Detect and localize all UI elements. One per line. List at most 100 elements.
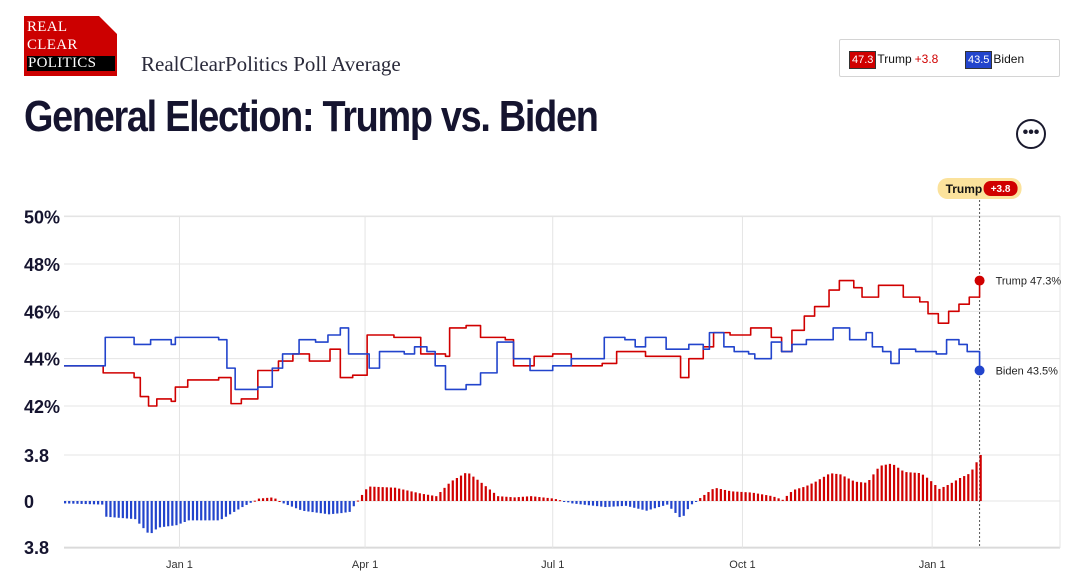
spread-bar xyxy=(414,492,417,501)
x-tick-label: Jan 1 xyxy=(919,559,946,571)
biden-value-badge: 43.5 xyxy=(964,51,993,69)
spread-bar xyxy=(678,501,681,518)
spread-bar xyxy=(406,490,409,501)
spread-bar xyxy=(311,501,314,513)
spread-bar xyxy=(439,492,442,501)
spread-bar xyxy=(274,498,277,501)
spread-bar xyxy=(699,498,702,501)
spread-bar xyxy=(608,501,611,507)
spread-bar xyxy=(604,501,607,508)
spread-bar xyxy=(282,501,285,504)
spread-bar xyxy=(171,501,174,526)
spread-bar xyxy=(187,501,190,521)
spread-bar xyxy=(942,486,945,501)
spread-bar xyxy=(777,498,780,501)
spread-bar xyxy=(208,501,211,521)
spread-bar xyxy=(195,501,199,521)
spread-bar xyxy=(587,501,590,506)
spread-bar xyxy=(653,501,656,509)
x-tick-label: Jan 1 xyxy=(166,559,193,571)
spread-bar xyxy=(175,501,178,526)
spread-bar xyxy=(946,485,949,501)
chart-gridlines xyxy=(64,200,1061,549)
spread-bar xyxy=(542,497,545,501)
spread-bar xyxy=(810,483,813,501)
spread-bar xyxy=(864,482,867,501)
spread-bar xyxy=(220,501,223,520)
spread-bar xyxy=(146,501,149,533)
spread-bar xyxy=(715,488,718,501)
leader-badge-name: Trump xyxy=(946,182,983,196)
spread-bar xyxy=(365,489,368,501)
trump-value-badge: 47.3 xyxy=(848,51,877,69)
spread-bar xyxy=(645,501,648,511)
spread-bar xyxy=(233,501,236,512)
spread-bar xyxy=(344,501,347,513)
trump-end-label: Trump 47.3% xyxy=(996,276,1062,288)
legend: 47.3 Trump +3.8 43.5 Biden xyxy=(839,39,1060,77)
spread-bar xyxy=(360,494,364,501)
spread-bar xyxy=(851,480,854,501)
spread-bar xyxy=(806,485,809,501)
spread-bar xyxy=(682,501,685,516)
biden-end-label: Biden 43.5% xyxy=(996,366,1059,378)
spread-bar xyxy=(950,482,953,501)
spread-bar xyxy=(158,501,162,528)
rcp-logo[interactable]: REAL CLEAR POLITICS xyxy=(24,16,117,76)
spread-bar xyxy=(530,496,533,501)
spread-bar xyxy=(554,499,557,501)
spread-bar xyxy=(377,486,380,501)
spread-bar xyxy=(798,488,801,501)
spread-bar xyxy=(307,501,310,512)
legend-trump-name: Trump xyxy=(877,52,912,66)
logo-line-real: REAL xyxy=(27,19,68,35)
spread-bar xyxy=(637,501,640,509)
spread-bar xyxy=(633,501,636,508)
spread-bar xyxy=(657,501,661,508)
series-lines xyxy=(64,275,985,407)
chart-labels: 50% 48% 46% 44% 42% 3.8 0 3.8 Jan 1 Apr 1 Jul 1 Oct… xyxy=(24,178,1061,571)
y-tick-label: 44% xyxy=(24,350,60,370)
spread-bar xyxy=(930,481,933,501)
spread-bar xyxy=(859,482,863,501)
spread-bar xyxy=(286,501,289,506)
leader-badge-spread-bg xyxy=(983,181,1018,196)
x-tick-label: Jul 1 xyxy=(541,559,564,571)
y-tick-label: 42% xyxy=(24,397,60,417)
spread-bar xyxy=(868,480,871,501)
spread-tick-label: 3.8 xyxy=(24,446,49,466)
spread-bar xyxy=(728,490,731,501)
y-tick-label: 46% xyxy=(24,302,60,322)
legend-trump-spread: +3.8 xyxy=(914,52,939,66)
spread-bar xyxy=(468,473,471,501)
spread-bar xyxy=(451,480,454,501)
spread-bar xyxy=(839,474,842,501)
spread-bar xyxy=(835,473,838,501)
spread-bar xyxy=(253,500,256,502)
more-options-button[interactable]: ••• xyxy=(1016,119,1046,149)
spread-bar xyxy=(327,501,331,515)
spread-bar xyxy=(480,482,483,501)
spread-bar xyxy=(129,501,133,519)
spread-bar xyxy=(888,463,892,501)
spread-bar xyxy=(690,501,694,505)
legend-item-biden: 43.5 Biden xyxy=(964,51,1025,69)
spread-bar xyxy=(971,469,974,501)
spread-bar xyxy=(892,464,896,501)
spread-bar xyxy=(459,475,463,501)
spread-bar xyxy=(744,492,747,501)
spread-bar xyxy=(674,501,677,513)
spread-bar xyxy=(121,501,124,519)
x-tick-label: Oct 1 xyxy=(729,559,755,571)
spread-bar xyxy=(431,495,434,501)
spread-bar xyxy=(162,501,166,527)
spread-bar xyxy=(760,494,764,501)
spread-bar xyxy=(967,474,970,501)
spread-bar xyxy=(299,501,302,510)
spread-bar xyxy=(925,477,929,501)
spread-bar xyxy=(901,470,904,501)
spread-bar xyxy=(695,501,698,502)
spread-bar xyxy=(488,489,491,501)
legend-biden-name: Biden xyxy=(993,52,1025,66)
spread-bar xyxy=(278,501,281,502)
